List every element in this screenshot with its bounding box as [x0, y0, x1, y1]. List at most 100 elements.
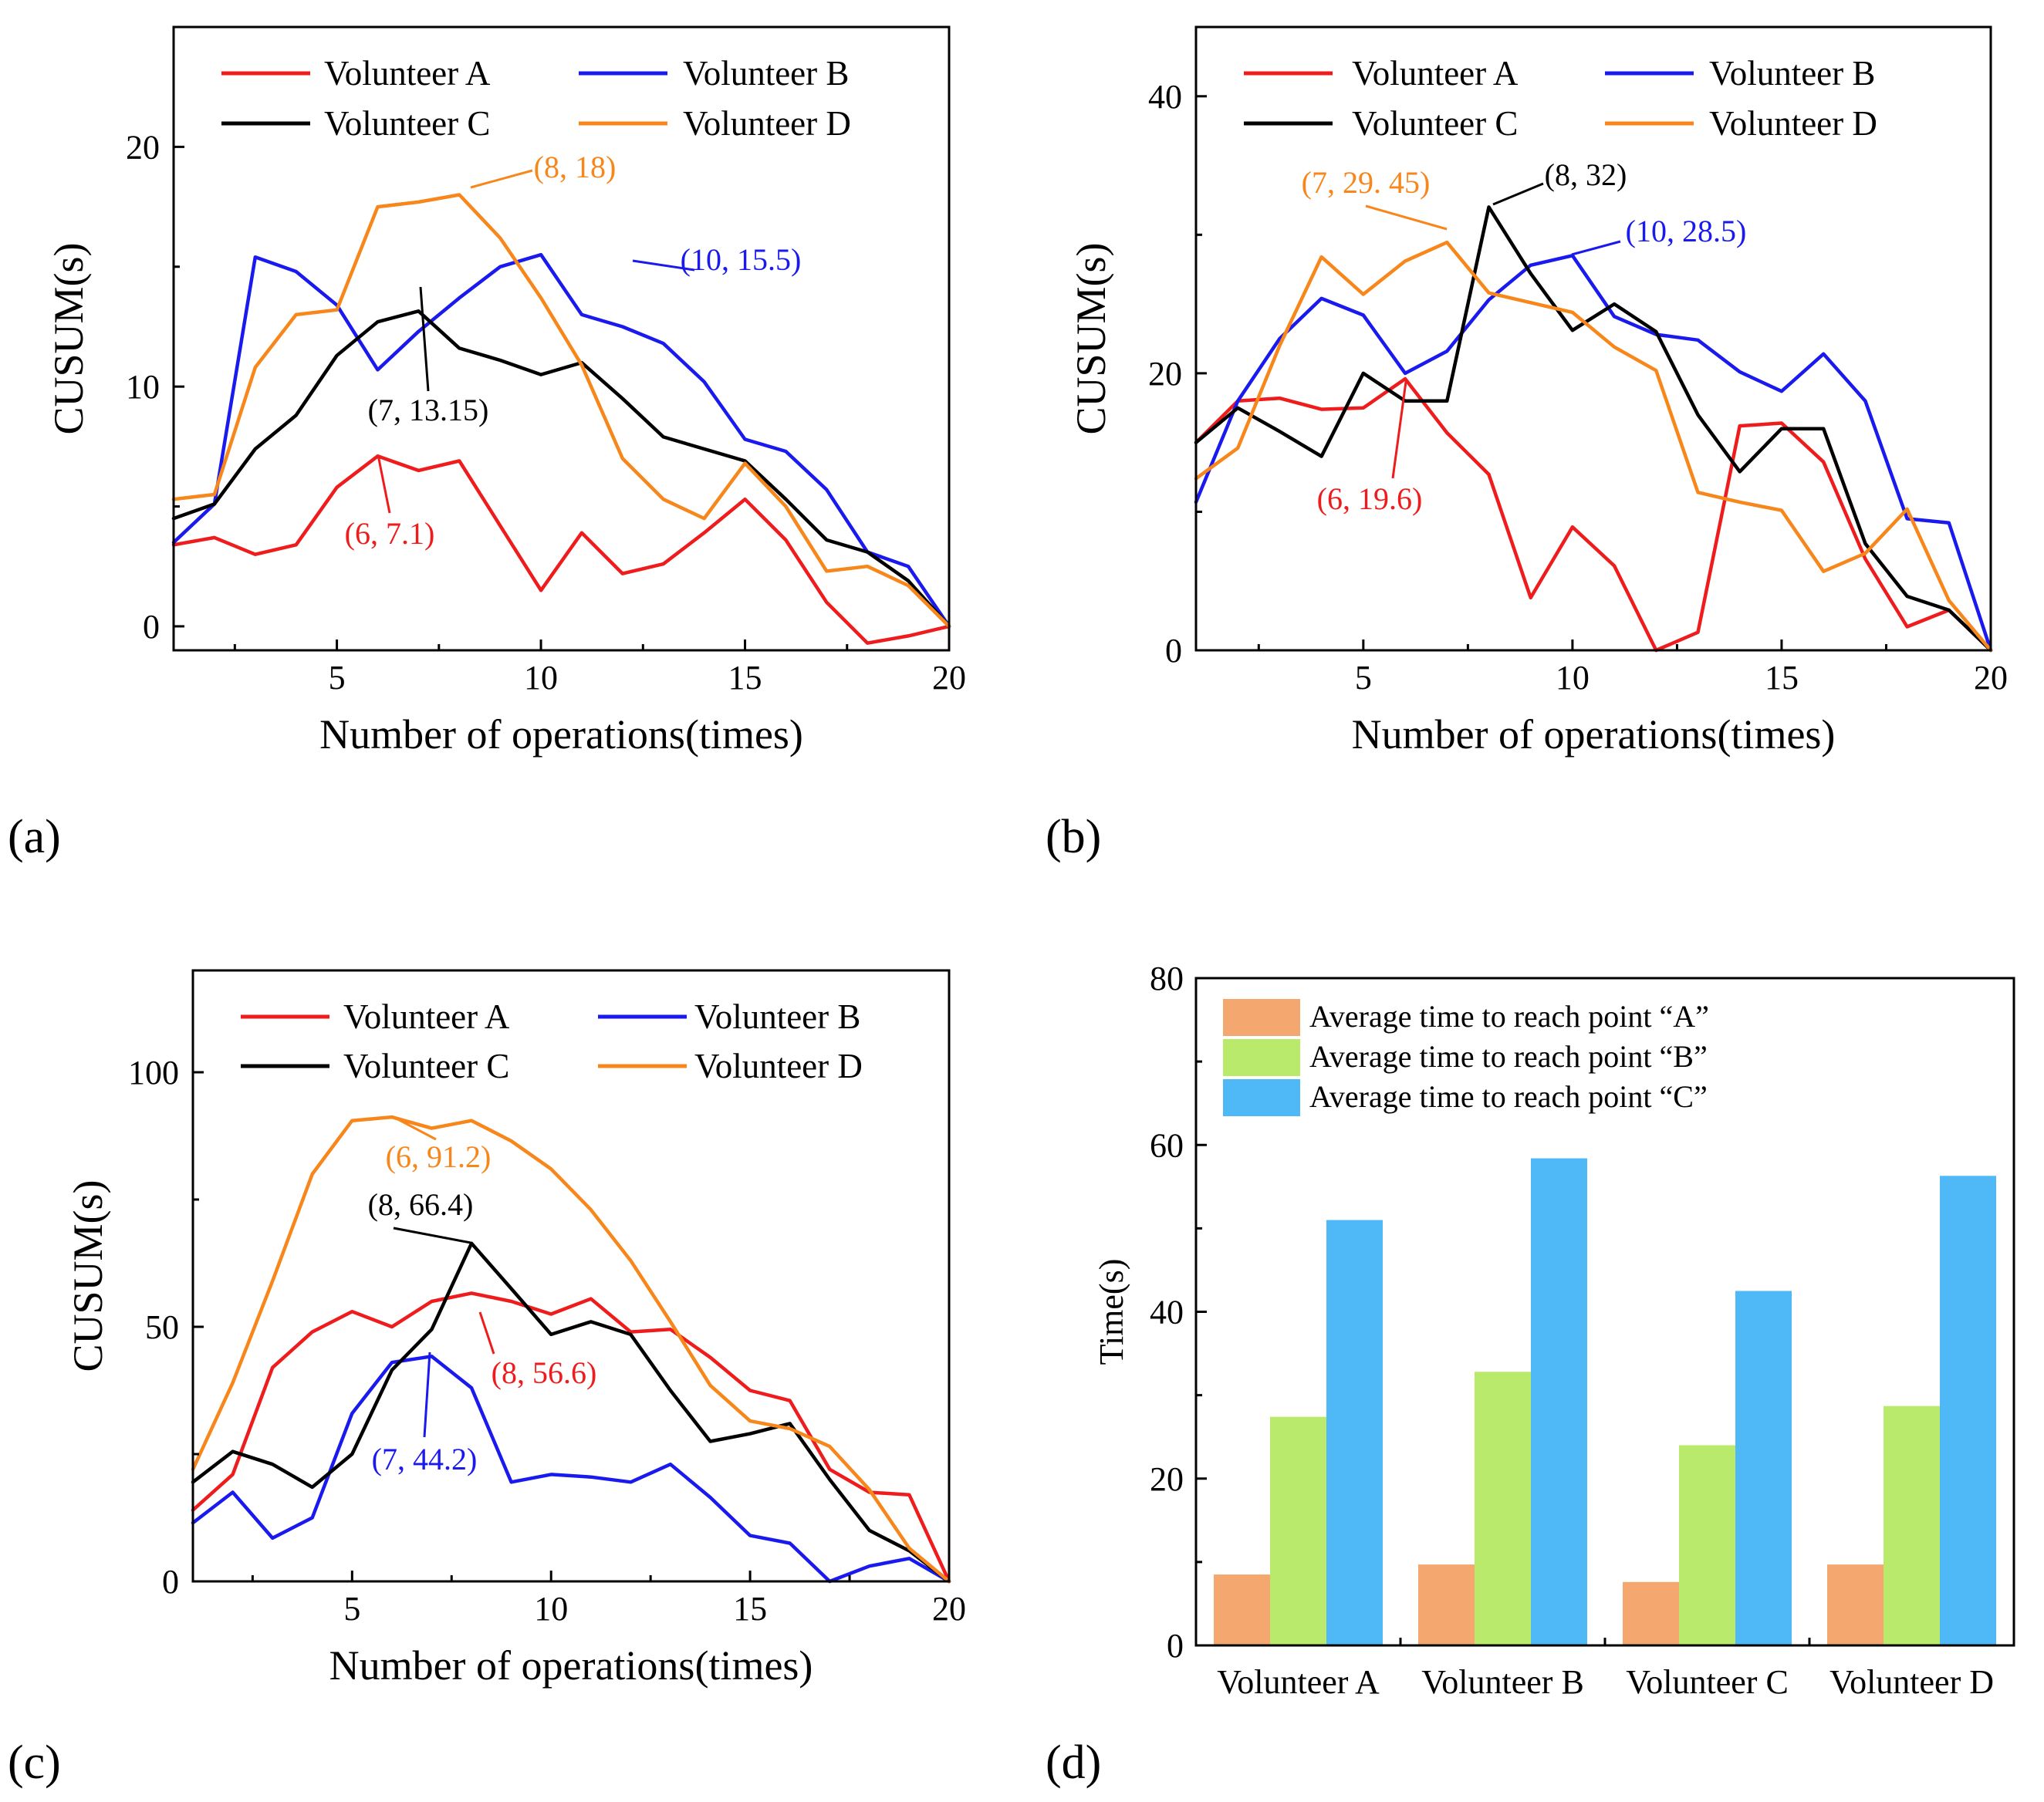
plot-frame	[191, 969, 951, 1583]
series-line-volunteer-a	[171, 454, 951, 645]
legend-label: Volunteer D	[694, 1047, 863, 1085]
x-tick-label: 20	[932, 1590, 966, 1628]
x-tick-label: 15	[1765, 659, 1799, 697]
legend-label: Average time to reach point “B”	[1309, 1039, 1708, 1074]
annotation-leader-line	[393, 1227, 471, 1244]
bar-volunteer-d-series-2	[1884, 1405, 1940, 1645]
annotation-label: (10, 15.5)	[681, 242, 802, 277]
x-tick-label: 5	[343, 1590, 360, 1628]
annotation-label: (6, 7.1)	[345, 516, 435, 551]
y-tick-label: 40	[1150, 1294, 1184, 1331]
panel-label: (c)	[8, 1736, 61, 1789]
panel-a-line-chart: (8, 18) (10, 15.5) (7, 13.15) (6, 7.1) Volun…	[8, 25, 966, 863]
x-tick-label: 5	[329, 659, 346, 697]
panel-label: (d)	[1046, 1736, 1101, 1789]
y-tick-label: 0	[143, 608, 160, 646]
y-tick-label: 0	[1165, 632, 1182, 670]
legend-label: Volunteer C	[343, 1047, 509, 1085]
y-tick-label: 50	[145, 1308, 179, 1346]
x-tick-label: 10	[524, 659, 558, 697]
y-axis-label: CUSUM(s)	[1068, 242, 1114, 434]
y-tick-label: 40	[1148, 78, 1182, 116]
y-tick-label: 100	[128, 1054, 179, 1092]
annotation-label: (6, 19.6)	[1317, 481, 1423, 516]
legend-label: Volunteer C	[324, 104, 490, 143]
annotation-label: (8, 18)	[534, 150, 617, 184]
x-tick-label: 10	[1556, 659, 1590, 697]
legend-swatch	[1223, 1039, 1300, 1076]
annotation-leader-line	[1571, 240, 1621, 256]
legend-label: Average time to reach point “A”	[1309, 999, 1709, 1034]
annotation-label: (7, 29. 45)	[1302, 165, 1431, 200]
y-tick-label: 60	[1150, 1126, 1184, 1164]
bar-volunteer-d-series-1	[1827, 1564, 1884, 1645]
bar-volunteer-b-series-3	[1531, 1158, 1587, 1645]
panel-label: (b)	[1046, 811, 1101, 863]
series-line-volunteer-c	[171, 309, 951, 629]
x-category-label: Volunteer B	[1421, 1663, 1584, 1701]
annotation-leader-line	[1391, 381, 1407, 479]
bar-volunteer-a-series-3	[1326, 1220, 1383, 1645]
series-line-volunteer-a	[191, 1291, 951, 1584]
annotation-label: (10, 28.5)	[1626, 214, 1747, 248]
y-axis-label: Time(s)	[1093, 1259, 1130, 1365]
legend-label: Volunteer D	[1709, 104, 1877, 143]
annotation-leader-line	[1365, 204, 1448, 231]
annotation-leader-line	[632, 259, 695, 272]
series-line-volunteer-b	[1194, 254, 1993, 653]
bar-volunteer-b-series-1	[1418, 1564, 1475, 1645]
y-tick-label: 20	[126, 128, 160, 166]
y-tick-label: 80	[1150, 960, 1184, 997]
bar-volunteer-d-series-3	[1940, 1176, 1996, 1645]
annotation-leader-line	[377, 454, 391, 514]
bar-volunteer-a-series-1	[1214, 1574, 1270, 1645]
legend-label: Volunteer D	[683, 104, 851, 143]
annotation-leader-line	[393, 1115, 437, 1141]
annotation-label: (8, 66.4)	[368, 1187, 474, 1222]
bar-volunteer-b-series-2	[1475, 1372, 1531, 1645]
annotation-label: (7, 44.2)	[372, 1442, 478, 1476]
x-tick-label: 15	[733, 1590, 767, 1628]
annotation-label: (8, 56.6)	[492, 1355, 597, 1390]
legend-label: Volunteer A	[324, 54, 491, 93]
series-line-volunteer-d	[171, 193, 951, 629]
legend-label: Volunteer A	[343, 997, 510, 1036]
y-tick-label: 20	[1150, 1460, 1184, 1498]
series-line-volunteer-d	[1194, 240, 1993, 653]
annotation-leader-line	[1492, 182, 1544, 206]
plot-frame	[172, 25, 951, 652]
annotation-label: (6, 91.2)	[386, 1139, 492, 1174]
plot-frame	[1194, 25, 1992, 652]
legend-label: Volunteer B	[683, 54, 849, 93]
x-tick-label: 10	[534, 1590, 568, 1628]
y-tick-label: 20	[1148, 355, 1182, 393]
x-category-label: Volunteer A	[1217, 1663, 1380, 1701]
x-category-label: Volunteer D	[1829, 1663, 1994, 1701]
legend-label: Average time to reach point “C”	[1309, 1079, 1708, 1114]
legend-label: Volunteer A	[1352, 54, 1519, 93]
y-tick-label: 10	[126, 368, 160, 406]
series-line-volunteer-c	[1194, 205, 1993, 653]
legend-label: Volunteer B	[1709, 54, 1875, 93]
legend-label: Volunteer C	[1352, 104, 1518, 143]
series-line-volunteer-b	[171, 252, 951, 629]
legend-label: Volunteer B	[694, 997, 860, 1036]
legend-swatch	[1223, 999, 1300, 1036]
annotation-label: (7, 13.15)	[368, 393, 489, 427]
bar-volunteer-c-series-3	[1735, 1291, 1792, 1645]
x-category-label: Volunteer C	[1626, 1663, 1789, 1701]
x-tick-label: 5	[1355, 659, 1372, 697]
x-tick-label: 20	[932, 659, 966, 697]
annotation-leader-line	[470, 169, 533, 189]
y-axis-label: CUSUM(s)	[46, 242, 92, 434]
x-axis-label: Number of operations(times)	[1352, 711, 1836, 758]
series-line-volunteer-b	[191, 1355, 951, 1584]
annotation-leader-line	[478, 1311, 495, 1355]
series-line-volunteer-d	[191, 1115, 951, 1584]
series-line-volunteer-a	[1194, 376, 1993, 653]
x-tick-label: 15	[728, 659, 762, 697]
series-line-volunteer-c	[191, 1241, 951, 1584]
annotation-label: (8, 32)	[1545, 157, 1627, 192]
panel-b-line-chart: (7, 29. 45) (8, 32) (10, 28.5) (6, 19.6) Vol…	[1046, 25, 2008, 863]
legend-swatch	[1223, 1079, 1300, 1116]
